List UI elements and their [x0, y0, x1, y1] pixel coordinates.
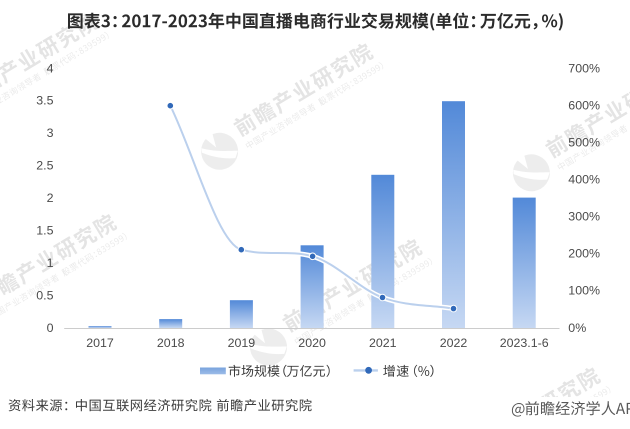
svg-text:2017: 2017	[86, 336, 114, 350]
svg-text:2: 2	[47, 191, 54, 205]
svg-text:3.5: 3.5	[36, 94, 53, 108]
svg-text:4: 4	[47, 61, 54, 75]
svg-text:600%: 600%	[568, 98, 600, 112]
svg-text:2018: 2018	[157, 336, 185, 350]
svg-text:2.5: 2.5	[36, 159, 53, 173]
svg-text:2019: 2019	[228, 336, 256, 350]
svg-text:100%: 100%	[568, 284, 600, 298]
svg-text:2023.1-6: 2023.1-6	[500, 336, 549, 350]
svg-text:2022: 2022	[440, 336, 468, 350]
svg-text:200%: 200%	[568, 247, 600, 261]
svg-text:0%: 0%	[568, 321, 586, 335]
svg-text:400%: 400%	[568, 173, 600, 187]
svg-text:0: 0	[47, 321, 54, 335]
svg-text:700%: 700%	[568, 61, 600, 75]
svg-text:2020: 2020	[298, 336, 326, 350]
svg-text:0.5: 0.5	[36, 288, 53, 302]
svg-text:1.5: 1.5	[36, 224, 53, 238]
svg-text:1: 1	[47, 256, 54, 270]
svg-text:500%: 500%	[568, 135, 600, 149]
svg-text:3: 3	[47, 126, 54, 140]
svg-text:2021: 2021	[369, 336, 397, 350]
svg-text:300%: 300%	[568, 210, 600, 224]
